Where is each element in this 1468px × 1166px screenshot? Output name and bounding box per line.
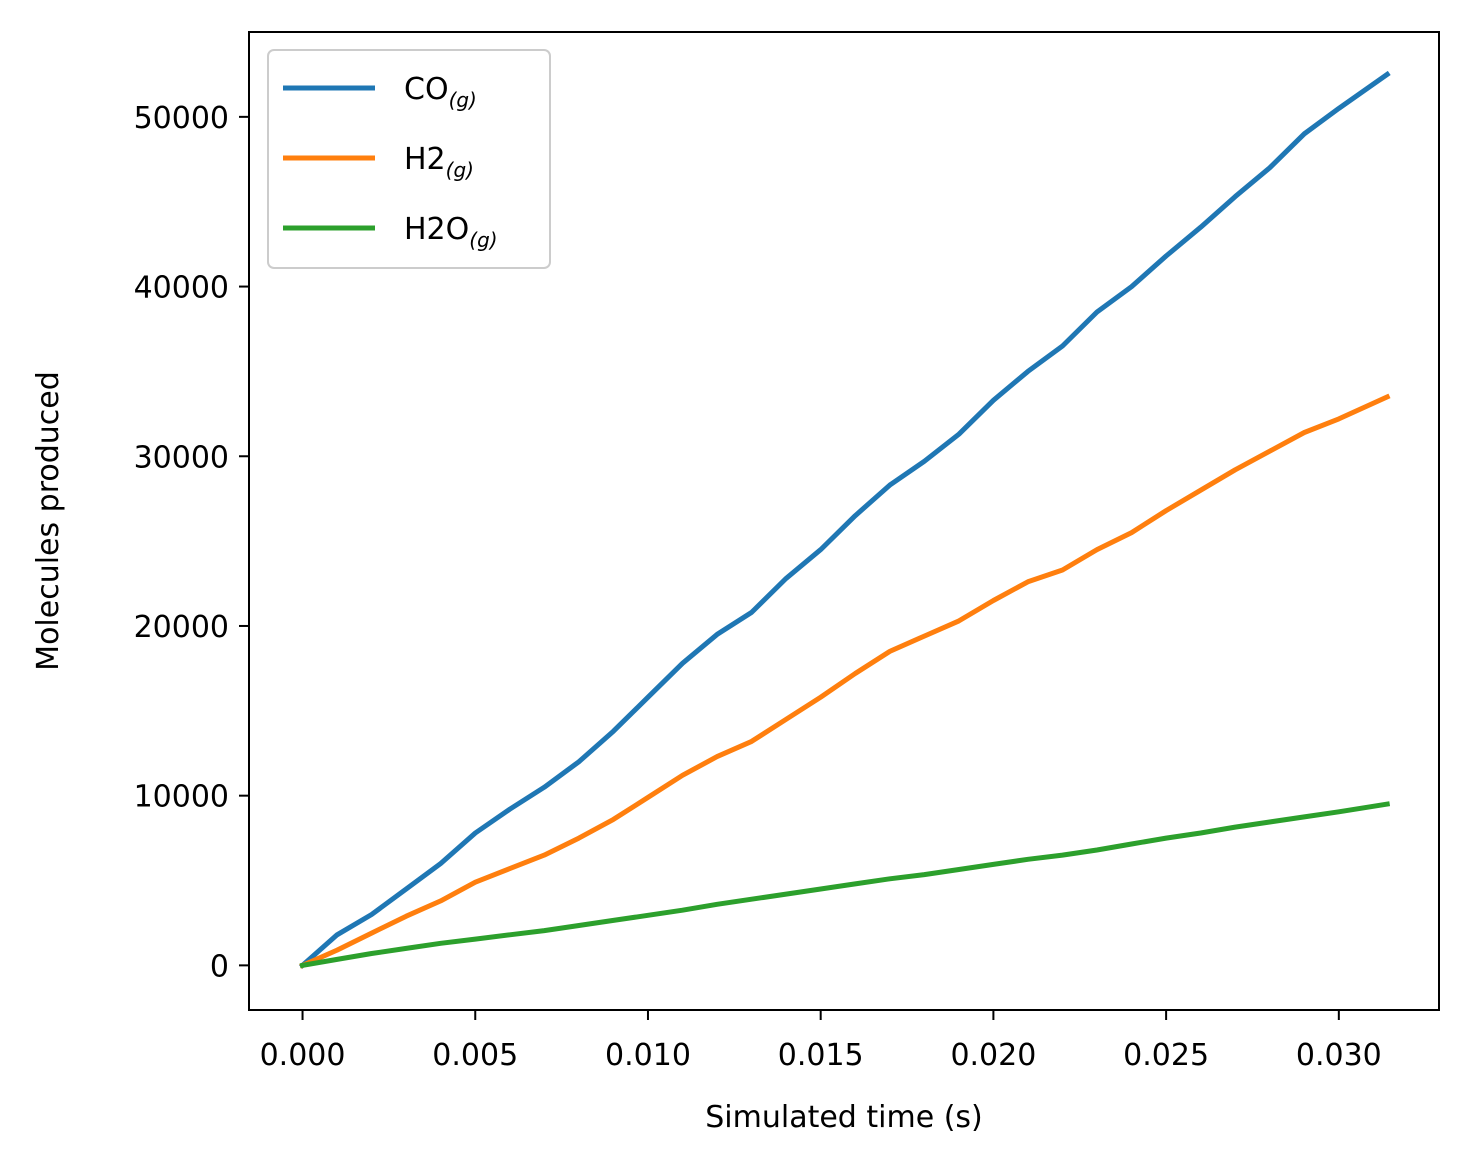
x-axis-title: Simulated time (s)	[705, 1100, 983, 1135]
y-tick-label: 30000	[134, 440, 229, 475]
y-tick-label: 50000	[134, 101, 229, 136]
x-tick-label: 0.015	[778, 1038, 864, 1073]
y-tick-label: 10000	[134, 780, 229, 815]
series-line-co	[298, 70, 1391, 969]
x-axis: 0.000 0.005 0.010 0.015 0.020 0.025 0.030	[260, 1010, 1382, 1073]
x-tick-label: 0.025	[1123, 1038, 1209, 1073]
y-tick-label: 40000	[134, 271, 229, 306]
x-tick-label: 0.020	[950, 1038, 1036, 1073]
x-tick-label: 0.010	[605, 1038, 691, 1073]
y-tick-label: 20000	[134, 610, 229, 645]
x-tick-label: 0.005	[432, 1038, 518, 1073]
series-line-h2	[299, 393, 1391, 969]
legend-frame	[267, 49, 551, 269]
y-axis-title: Molecules produced	[31, 371, 66, 671]
series-line-h2o	[299, 801, 1391, 969]
y-tick-label: 0	[210, 949, 229, 984]
legend: CO(g) H2(g) H2O(g)	[267, 49, 551, 269]
legend-label-h2: H2(g)	[404, 142, 474, 182]
x-tick-label: 0.000	[260, 1038, 346, 1073]
series-layer	[298, 70, 1391, 969]
legend-label-co: CO(g)	[404, 72, 477, 112]
plot-frame	[248, 31, 1440, 1011]
x-tick-label: 0.030	[1296, 1038, 1382, 1073]
legend-label-h2o: H2O(g)	[404, 212, 498, 252]
y-axis: 0 10000 20000 30000 40000 50000	[134, 101, 249, 984]
